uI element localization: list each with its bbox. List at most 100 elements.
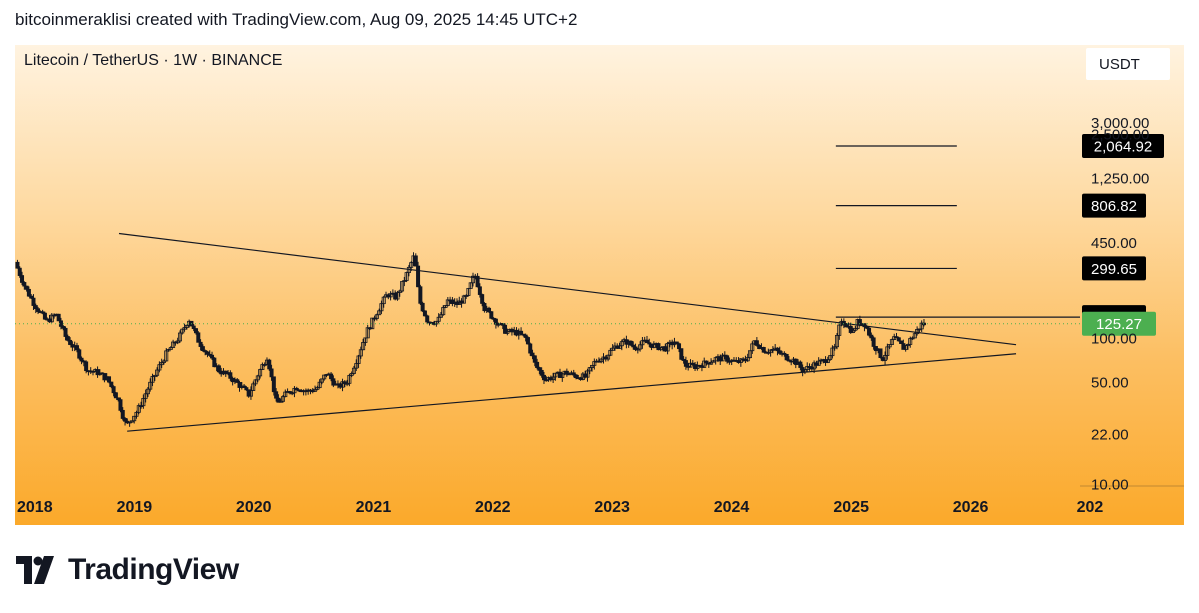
- candle-body: [177, 332, 182, 342]
- candle-body: [317, 381, 322, 389]
- candle-body: [578, 377, 583, 380]
- level-label-bg: [1082, 134, 1164, 159]
- candle-body: [258, 369, 263, 377]
- candle-body: [532, 355, 537, 363]
- candle-body: [109, 381, 114, 387]
- candle-body: [587, 367, 592, 372]
- candle-body: [693, 364, 698, 369]
- candle-body: [17, 267, 22, 276]
- candle-body: [711, 360, 716, 363]
- x-tick-label: 2020: [236, 499, 272, 516]
- candle-body: [903, 345, 908, 350]
- candle-body: [505, 331, 510, 334]
- candle-body: [237, 382, 242, 388]
- x-tick-label: 2019: [117, 499, 153, 516]
- candle-body: [599, 358, 604, 363]
- candle-body: [754, 340, 759, 346]
- candle-body: [603, 356, 608, 360]
- candle-body: [26, 288, 31, 297]
- candle-body: [33, 305, 38, 310]
- candle-body: [704, 360, 709, 364]
- candle-body: [347, 375, 352, 384]
- candle-body: [640, 340, 645, 346]
- candle-body: [397, 290, 402, 293]
- y-tick-label: 3,000.00: [1091, 115, 1149, 132]
- candle-body: [120, 409, 125, 419]
- candle-body: [290, 392, 295, 395]
- currency-selector[interactable]: USDT: [1086, 48, 1170, 80]
- candle-body: [200, 346, 205, 351]
- tradingview-logo[interactable]: TradingView: [16, 553, 239, 587]
- candle-body: [205, 351, 210, 355]
- candle-body: [340, 381, 345, 388]
- y-tick-label: 1,250.00: [1091, 170, 1149, 187]
- candle-body: [679, 348, 684, 360]
- candle-body: [374, 314, 379, 319]
- candle-body: [889, 339, 894, 345]
- candle-body: [148, 381, 153, 390]
- y-tick-label: 2,500.00: [1091, 126, 1149, 143]
- candle-body: [736, 360, 741, 363]
- candle-body: [493, 318, 498, 325]
- candle-body: [500, 323, 505, 326]
- candle-body: [718, 356, 723, 362]
- candle-body: [915, 329, 920, 335]
- candle-body: [665, 343, 670, 352]
- candle-body: [184, 324, 189, 328]
- y-tick-label: 50.00: [1091, 374, 1129, 391]
- candle-body: [777, 350, 782, 354]
- candle-body: [331, 378, 336, 386]
- candle-body: [798, 361, 803, 368]
- candle-body: [466, 287, 471, 296]
- candle-body: [649, 343, 654, 348]
- candle-body: [139, 405, 144, 408]
- candle-body: [695, 364, 700, 369]
- candle-body: [118, 399, 123, 411]
- candle-body: [901, 343, 906, 350]
- candle-body: [823, 359, 828, 363]
- candle-body: [313, 388, 318, 392]
- candle-body: [166, 349, 171, 352]
- candle-body: [844, 323, 849, 328]
- candle-body: [20, 275, 25, 283]
- candle-body: [212, 357, 217, 368]
- candle-body: [912, 333, 917, 339]
- candle-body: [768, 349, 773, 353]
- candle-body: [638, 344, 643, 350]
- candle-body: [31, 297, 36, 306]
- candle-body: [61, 325, 66, 329]
- attribution-header: bitcoinmeraklisi created with TradingVie…: [15, 10, 578, 29]
- candle-body: [905, 344, 910, 346]
- candle-body: [887, 344, 892, 348]
- candle-body: [805, 366, 810, 370]
- candle-body: [851, 329, 856, 333]
- y-tick-label: 100.00: [1091, 331, 1137, 348]
- candle-body: [271, 376, 276, 393]
- candle-body: [619, 341, 624, 347]
- candle-body: [814, 362, 819, 366]
- candle-body: [393, 292, 398, 300]
- candle-body: [663, 346, 668, 352]
- candle-body: [743, 358, 748, 362]
- candle-body: [351, 367, 356, 374]
- x-tick-label: 2026: [953, 499, 989, 516]
- candle-body: [688, 362, 693, 368]
- candle-body: [363, 337, 368, 343]
- candle-body: [617, 345, 622, 349]
- candle-body: [658, 346, 663, 351]
- candle-body: [425, 315, 430, 323]
- y-tick-label: 22.00: [1091, 427, 1129, 444]
- candle-body: [560, 373, 565, 378]
- candle-body: [47, 318, 52, 323]
- candle-body: [770, 348, 775, 351]
- candle-body: [95, 369, 100, 376]
- candle-body: [690, 362, 695, 365]
- candle-body: [761, 347, 766, 353]
- candle-body: [834, 334, 839, 348]
- candle-body: [155, 369, 160, 376]
- candle-body: [644, 339, 649, 344]
- candle-body: [519, 330, 524, 335]
- candle-body: [107, 376, 112, 383]
